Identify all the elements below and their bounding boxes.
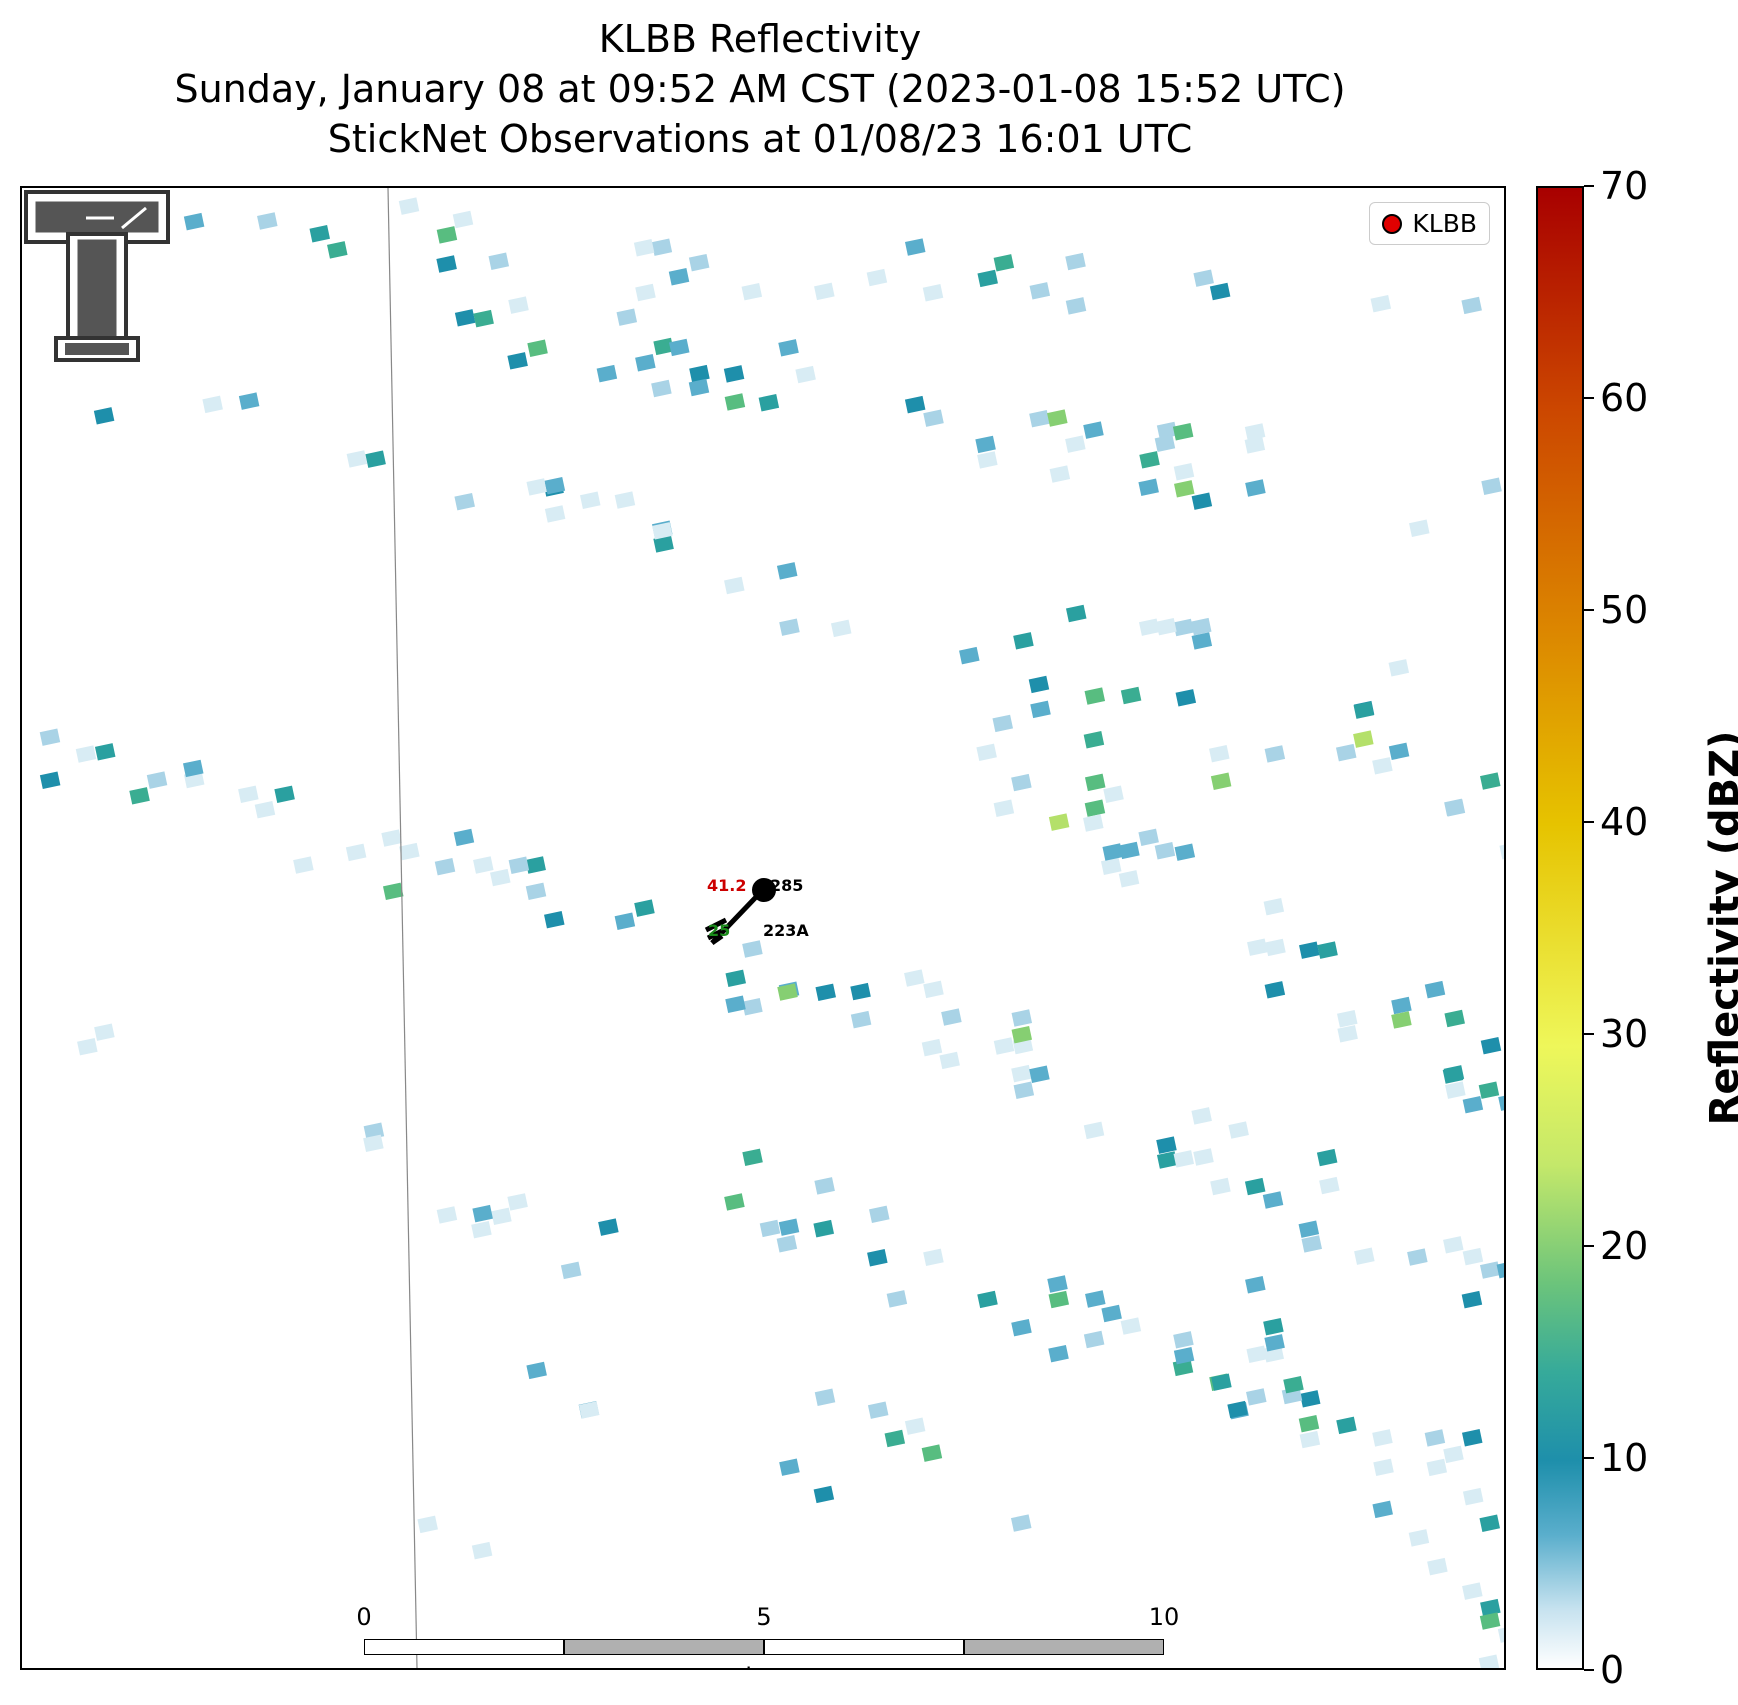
colorbar-tick-label: 40 [1600,800,1649,844]
scale-segment-1 [364,1639,564,1655]
station-id-285: 285 [770,876,804,895]
station-id-223a: 223A [763,921,809,940]
scale-label-5: 5 [756,1603,772,1631]
colorbar-tick [1584,397,1594,399]
temperature-value: 41.2 [707,876,747,895]
scale-unit: km [745,1663,782,1668]
colorbar-tick [1584,1669,1594,1671]
colorbar-tick-label: 20 [1600,1224,1649,1268]
scale-label-10: 10 [1148,1603,1180,1631]
scale-segment-2 [564,1639,764,1655]
reflectivity-field [39,197,1504,1668]
colorbar-tick [1584,1245,1594,1247]
title-line-3: StickNet Observations at 01/08/23 16:01 … [327,117,1193,161]
scale-segment-3 [764,1639,964,1655]
colorbar-tick-label: 30 [1600,1012,1649,1056]
colorbar-tick [1584,1033,1594,1035]
legend-label: KLBB [1412,209,1477,238]
boundary-line [387,188,418,1668]
colorbar-tick [1584,185,1594,187]
colorbar-tick-label: 10 [1600,1436,1649,1480]
title-line-1: KLBB Reflectivity [598,17,922,61]
county-boundary [387,188,418,1668]
klbb-marker-icon [1382,213,1403,234]
colorbar-tick-label: 70 [1600,164,1649,208]
colorbar-label: Reflectivity (dBZ) [1702,730,1738,1126]
colorbar-tick-label: 50 [1600,588,1649,632]
scale-bar: 0 5 10 km [356,1603,1179,1668]
dewpoint-value: 25 [708,921,731,940]
scale-label-0: 0 [356,1603,372,1631]
sticknet-station-plot [704,878,776,946]
map-legend: KLBB [1369,202,1490,245]
colorbar-tick-label: 0 [1600,1648,1625,1692]
colorbar-tick [1584,821,1594,823]
radar-map[interactable]: 41.2 285 25 223A KLBB 0 5 10 km [20,186,1506,1670]
colorbar-tick [1584,609,1594,611]
colorbar-tick-label: 60 [1600,376,1649,420]
wind-barb [704,894,759,946]
station-marker[interactable] [752,878,776,902]
texas-tech-logo-icon [24,190,170,362]
colorbar [1536,186,1584,1670]
colorbar-tick [1584,1457,1594,1459]
title-line-2: Sunday, January 08 at 09:52 AM CST (2023… [174,67,1346,111]
scale-segment-4 [964,1639,1164,1655]
